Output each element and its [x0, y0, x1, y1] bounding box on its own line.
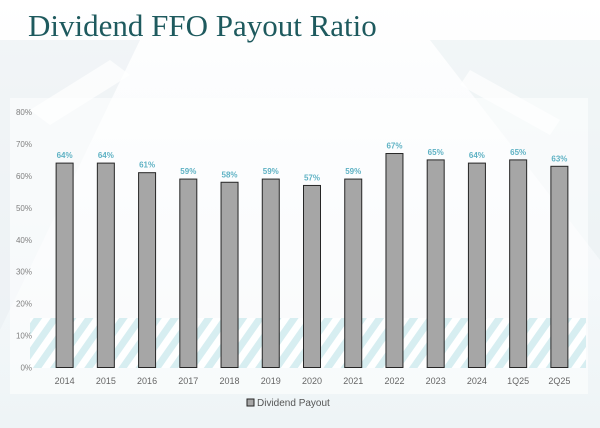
bar: [220, 181, 239, 368]
bar-value-label: 64%: [469, 151, 485, 160]
slide-title: Dividend FFO Payout Ratio: [28, 8, 377, 43]
bar-series: 64% 64% 61% 59% 58% 59% 57% 59% 67% 65% 64% 65% 63%: [55, 142, 569, 368]
bar: [550, 165, 569, 368]
x-tick-label: 2017: [178, 376, 198, 386]
x-tick-label: 2019: [261, 376, 281, 386]
bar-value-label: 64%: [57, 151, 73, 160]
bar: [509, 159, 528, 368]
bar: [303, 184, 321, 368]
bar-value-label: 64%: [98, 151, 114, 160]
x-tick-label: 2024: [467, 376, 487, 386]
x-tick-label: 1Q25: [507, 376, 529, 386]
x-tick-label: 2Q25: [548, 376, 570, 386]
y-tick-label: 20%: [16, 300, 32, 309]
bar-value-label: 63%: [551, 154, 567, 163]
y-tick-label: 60%: [16, 172, 32, 181]
legend-swatch: [246, 398, 255, 407]
bar: [344, 178, 363, 368]
bar: [467, 162, 486, 368]
bar: [138, 172, 157, 368]
legend: Dividend Payout: [246, 398, 330, 409]
y-tick-label: 50%: [16, 204, 32, 213]
x-tick-label: 2014: [55, 376, 75, 386]
x-axis: 2014 2015 2016 2017 2018 2019 2020 2021 2022 2023…: [55, 376, 571, 386]
bar-value-label: 59%: [263, 167, 279, 176]
bar-value-label: 59%: [345, 167, 361, 176]
bar-value-label: 65%: [510, 148, 526, 157]
y-tick-label: 30%: [16, 268, 32, 277]
bar-value-label: 65%: [428, 148, 444, 157]
y-tick-label: 70%: [16, 140, 32, 149]
bar: [261, 178, 280, 368]
y-tick-label: 80%: [16, 108, 32, 117]
bar-value-label: 59%: [180, 167, 196, 176]
y-tick-label: 40%: [16, 236, 32, 245]
bar: [385, 153, 404, 368]
y-tick-label: 0%: [20, 364, 32, 373]
x-tick-label: 2015: [96, 376, 116, 386]
y-tick-label: 10%: [16, 332, 32, 341]
bar: [179, 178, 198, 368]
x-tick-label: 2023: [426, 376, 446, 386]
bar: [426, 159, 445, 368]
bar: [96, 162, 115, 368]
bar: [55, 162, 74, 368]
x-tick-label: 2016: [137, 376, 157, 386]
x-tick-label: 2018: [220, 376, 240, 386]
legend-label: Dividend Payout: [257, 398, 330, 409]
x-tick-label: 2020: [302, 376, 322, 386]
bar-value-label: 58%: [222, 170, 238, 179]
y-axis: 0% 10% 20% 30% 40% 50% 60% 70% 80%: [16, 108, 32, 373]
x-tick-label: 2022: [384, 376, 404, 386]
bar-value-label: 57%: [304, 173, 320, 182]
bar-value-label: 61%: [139, 161, 155, 170]
bar-value-label: 67%: [386, 142, 402, 151]
x-tick-label: 2021: [343, 376, 363, 386]
